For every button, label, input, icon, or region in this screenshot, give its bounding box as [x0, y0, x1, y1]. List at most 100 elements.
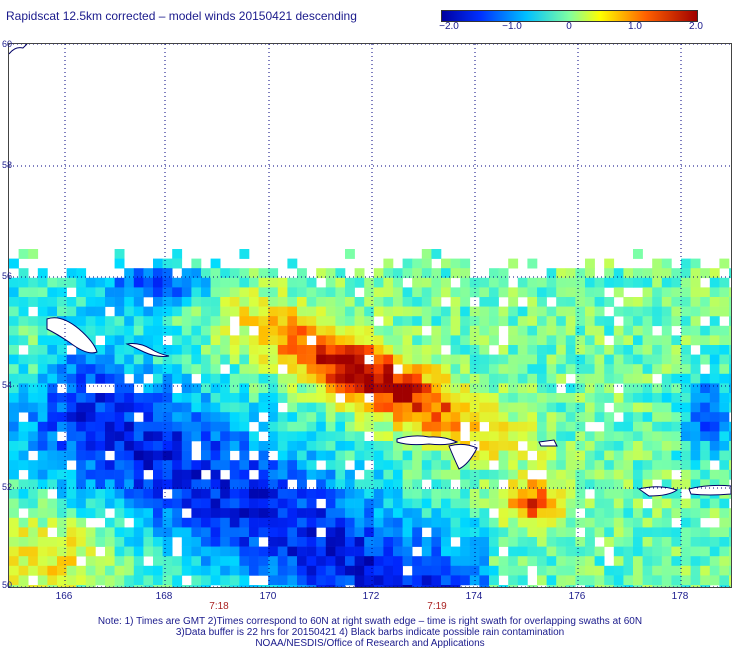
wind-cell: [153, 402, 163, 413]
wind-cell: [287, 565, 298, 576]
wind-cell: [652, 258, 663, 269]
wind-map: [9, 44, 731, 587]
wind-cell: [287, 469, 298, 480]
wind-cell: [85, 412, 96, 423]
wind-cell: [277, 498, 288, 509]
wind-cell: [287, 383, 298, 394]
wind-cell: [153, 364, 163, 375]
wind-cell: [537, 537, 547, 547]
wind-cell: [537, 354, 547, 365]
wind-cell: [383, 297, 394, 307]
wind-cell: [729, 508, 731, 519]
wind-cell: [604, 354, 615, 365]
wind-cell: [393, 556, 403, 567]
wind-cell: [681, 373, 691, 384]
wind-cell: [633, 460, 643, 471]
wind-cell: [604, 421, 615, 432]
wind-cell: [37, 450, 48, 461]
lon-label-176: 176: [568, 591, 586, 602]
wind-cell: [565, 421, 576, 432]
wind-cell: [575, 316, 586, 327]
wind-cell: [57, 373, 67, 384]
wind-cell: [57, 297, 67, 307]
wind-cell: [229, 498, 240, 509]
wind-cell: [604, 489, 615, 499]
wind-cell: [201, 364, 211, 375]
wind-cell: [57, 498, 67, 509]
wind-cell: [469, 393, 480, 403]
wind-cell: [393, 345, 403, 355]
wind-cell: [153, 575, 163, 586]
wind-cell: [623, 565, 634, 576]
wind-cell: [162, 268, 173, 279]
wind-cell: [66, 297, 77, 307]
wind-cell: [297, 469, 307, 480]
wind-cell: [565, 354, 576, 365]
wind-cell: [537, 431, 547, 442]
wind-cell: [575, 441, 586, 451]
wind-cell: [623, 460, 634, 471]
lon-label-178: 178: [671, 591, 689, 602]
wind-cell: [412, 585, 423, 587]
wind-cell: [306, 441, 317, 451]
wind-cell: [306, 412, 317, 423]
wind-cell: [498, 498, 509, 509]
wind-cell: [124, 287, 135, 298]
wind-cell: [661, 556, 672, 567]
wind-cell: [306, 364, 317, 375]
wind-cell: [325, 364, 336, 375]
wind-cell: [306, 450, 317, 461]
wind-cell: [498, 460, 509, 471]
wind-cell: [210, 316, 221, 327]
wind-cell: [335, 498, 346, 509]
wind-cell: [575, 460, 586, 471]
wind-cell: [690, 393, 701, 403]
wind-cell: [153, 277, 163, 288]
wind-cell: [153, 517, 163, 528]
wind-cell: [469, 546, 480, 557]
wind-cell: [9, 565, 19, 576]
wind-cell: [709, 441, 720, 451]
wind-cell: [287, 373, 298, 384]
wind-cell: [249, 556, 259, 567]
wind-cell: [575, 556, 586, 567]
wind-cell: [729, 431, 731, 442]
wind-cell: [76, 537, 87, 547]
wind-cell: [681, 354, 691, 365]
wind-cell: [364, 527, 375, 538]
wind-cell: [47, 575, 58, 586]
wind-cell: [373, 268, 384, 279]
wind-cell: [498, 383, 509, 394]
wind-cell: [556, 460, 567, 471]
wind-cell: [18, 585, 29, 587]
wind-cell: [47, 508, 58, 519]
wind-difference-cells: [9, 249, 731, 587]
wind-cell: [642, 585, 653, 587]
wind-cell: [642, 297, 653, 307]
wind-cell: [85, 441, 96, 451]
wind-cell: [537, 287, 547, 298]
attu-island: [396, 435, 459, 446]
wind-cell: [604, 325, 615, 336]
wind-cell: [671, 537, 682, 547]
wind-cell: [402, 383, 413, 394]
wind-cell: [114, 450, 125, 461]
wind-cell: [364, 277, 375, 288]
wind-cell: [143, 335, 154, 346]
wind-cell: [239, 489, 250, 499]
wind-cell: [95, 431, 106, 442]
wind-cell: [114, 565, 125, 576]
wind-cell: [585, 287, 595, 298]
wind-cell: [95, 469, 106, 480]
wind-cell: [546, 373, 557, 384]
wind-cell: [57, 402, 67, 413]
wind-cell: [652, 412, 663, 423]
wind-cell: [498, 306, 509, 317]
wind-cell: [393, 460, 403, 471]
wind-cell: [690, 335, 701, 346]
wind-cell: [460, 546, 471, 557]
wind-cell: [585, 556, 595, 567]
wind-cell: [345, 393, 355, 403]
wind-cell: [345, 316, 355, 327]
wind-cell: [325, 325, 336, 336]
